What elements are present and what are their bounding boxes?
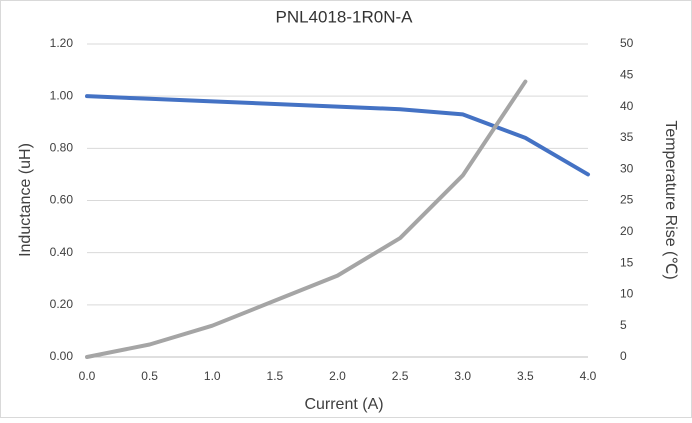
y-axis-title: Inductance (uH) (17, 143, 34, 257)
y2-tick-label: 30 (620, 161, 634, 175)
chart-title: PNL4018-1R0N-A (275, 7, 413, 26)
y-tick-label: 0.20 (50, 297, 74, 311)
y2-tick-label: 5 (620, 318, 627, 332)
y2-tick-label: 10 (620, 287, 634, 301)
y-tick-label: 1.00 (50, 88, 74, 102)
data-line (85, 94, 590, 177)
y-tick-label: 0.80 (50, 141, 74, 155)
y2-axis-title: Temperature Rise (℃) (662, 120, 679, 279)
x-tick-label: 2.0 (329, 369, 346, 383)
x-tick-label: 3.5 (517, 369, 534, 383)
y-tick-label: 0.40 (50, 245, 74, 259)
y-tick-label: 0.60 (50, 193, 74, 207)
x-tick-label: 0.5 (141, 369, 158, 383)
x-tick-label: 1.5 (267, 369, 284, 383)
y2-tick-label: 20 (620, 224, 634, 238)
y2-tick-label: 40 (620, 99, 634, 113)
x-tick-label: 2.5 (392, 369, 409, 383)
data-line (85, 79, 528, 359)
x-tick-label: 1.0 (204, 369, 221, 383)
y-tick-label: 0.00 (50, 349, 74, 363)
x-tick-label: 3.0 (454, 369, 471, 383)
x-tick-label: 4.0 (580, 369, 597, 383)
y2-tick-label: 50 (620, 36, 634, 50)
x-tick-label: 0.0 (79, 369, 96, 383)
y2-tick-label: 25 (620, 193, 634, 207)
y2-tick-label: 35 (620, 130, 634, 144)
x-axis-title: Current (A) (304, 396, 383, 413)
y-tick-label: 1.20 (50, 36, 74, 50)
y2-tick-label: 45 (620, 67, 634, 81)
y2-tick-label: 0 (620, 349, 627, 363)
y2-tick-label: 15 (620, 255, 634, 269)
